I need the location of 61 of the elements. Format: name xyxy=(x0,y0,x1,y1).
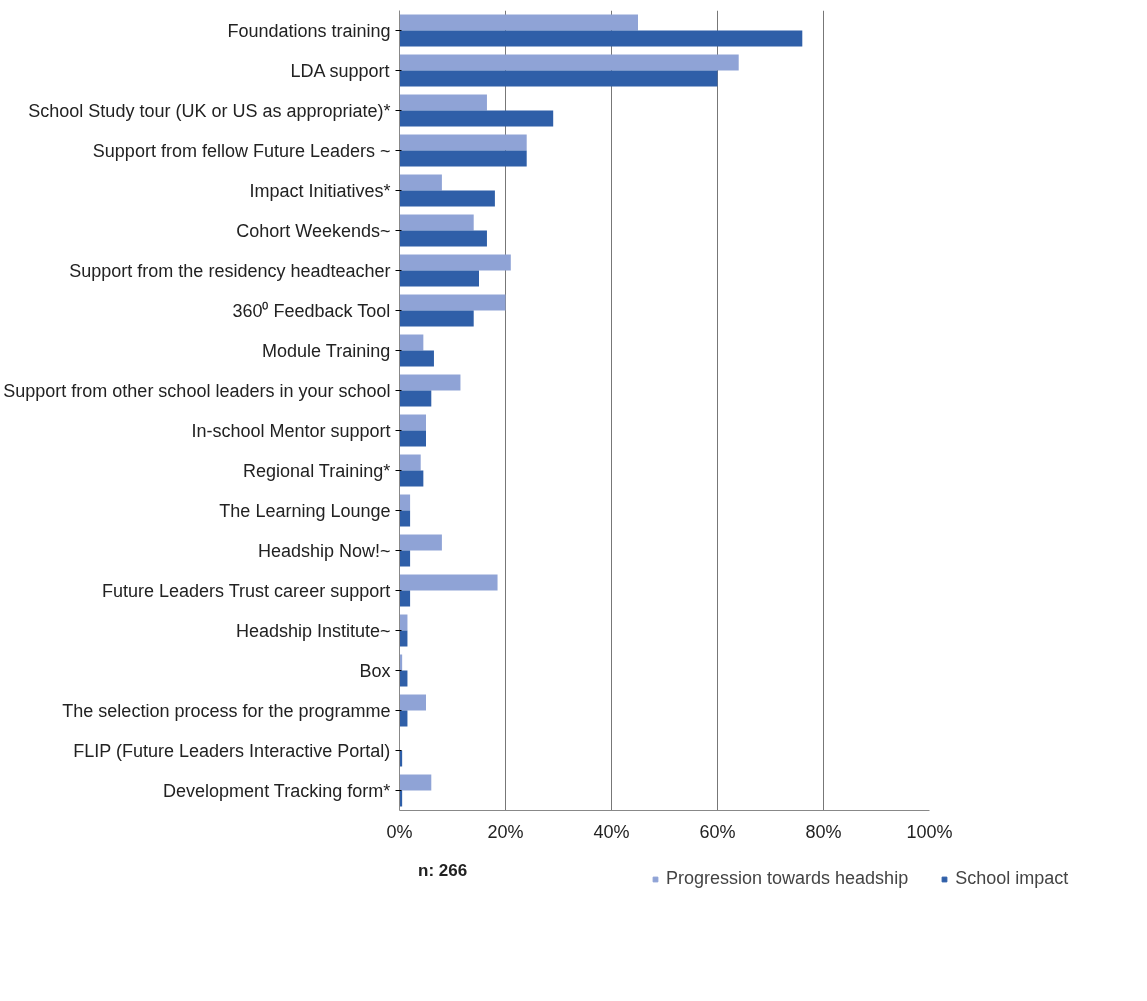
bar xyxy=(399,14,638,31)
bar xyxy=(399,54,739,71)
y-tick-label: Module Training xyxy=(262,340,391,361)
bar xyxy=(399,494,411,511)
bar xyxy=(399,310,474,327)
y-tick-label: Impact Initiatives* xyxy=(249,180,391,201)
y-tick-label: Cohort Weekends~ xyxy=(236,220,391,241)
x-tick-label: 20% xyxy=(487,821,524,842)
bar xyxy=(399,94,487,111)
bar xyxy=(399,270,479,287)
y-tick-label: In-school Mentor support xyxy=(191,420,391,441)
bar xyxy=(399,390,432,407)
bar xyxy=(399,430,426,447)
y-tick-label: Foundations training xyxy=(227,20,391,41)
bar xyxy=(399,110,554,127)
bar xyxy=(399,294,506,311)
bar xyxy=(399,550,411,567)
y-tick-label: LDA support xyxy=(290,60,390,81)
bar xyxy=(399,70,718,87)
bar xyxy=(399,174,442,191)
bar xyxy=(399,414,426,431)
bar xyxy=(399,574,498,591)
y-tick-label: 360⁰ Feedback Tool xyxy=(232,300,391,321)
y-tick-label: FLIP (Future Leaders Interactive Portal) xyxy=(73,740,391,761)
bar xyxy=(399,214,474,231)
bar xyxy=(399,334,424,351)
y-tick-label: Support from the residency headteacher xyxy=(69,260,391,281)
y-tick-label: Development Tracking form* xyxy=(163,780,391,801)
x-tick-label: 40% xyxy=(593,821,630,842)
x-tick-label: 80% xyxy=(805,821,842,842)
y-tick-label: Future Leaders Trust career support xyxy=(102,580,391,601)
text: n: 266 xyxy=(418,860,468,880)
bar xyxy=(399,150,527,167)
bar xyxy=(399,190,495,207)
bar xyxy=(399,350,434,367)
bar xyxy=(399,590,411,607)
x-tick-label: 100% xyxy=(906,821,953,842)
bar xyxy=(399,454,421,471)
y-tick-label: Regional Training* xyxy=(243,460,391,481)
bar xyxy=(399,374,461,391)
bar xyxy=(399,534,442,551)
bar xyxy=(399,694,426,711)
y-tick-label: Support from other school leaders in your school xyxy=(3,380,391,401)
legend-label: School impact xyxy=(955,868,1069,889)
bar xyxy=(399,254,511,271)
y-tick-label: The selection process for the programme xyxy=(62,700,391,721)
bar xyxy=(399,30,803,47)
y-tick-label: Headship Now!~ xyxy=(257,540,391,561)
y-tick-label: Box xyxy=(359,660,391,681)
bar xyxy=(399,134,527,151)
x-tick-label: 0% xyxy=(386,821,413,842)
bar xyxy=(399,470,424,487)
y-tick-label: School Study tour (UK or US as appropriate)* xyxy=(28,100,391,121)
x-tick-label: 60% xyxy=(699,821,736,842)
legend-label: Progression towards headship xyxy=(666,868,909,889)
y-tick-label: Headship Institute~ xyxy=(235,620,391,641)
bar xyxy=(399,230,487,247)
bar xyxy=(399,774,432,791)
y-tick-label: The Learning Lounge xyxy=(219,500,391,521)
y-tick-label: Support from fellow Future Leaders ~ xyxy=(92,140,391,161)
bar xyxy=(399,510,411,527)
